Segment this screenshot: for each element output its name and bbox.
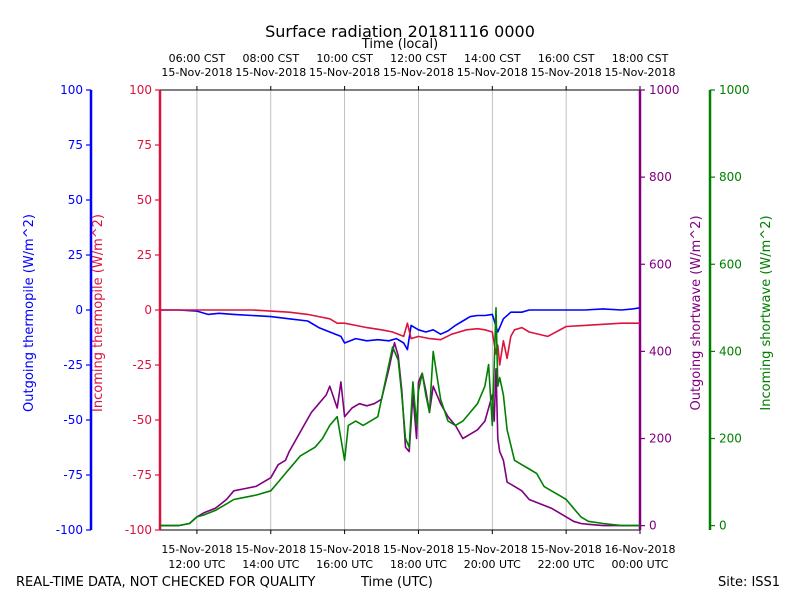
out_thermo-tick-label: 0	[75, 303, 83, 317]
x-axis-label: Time (UTC)	[361, 575, 433, 590]
bottom-tick-label: 16:00 UTC	[316, 558, 373, 571]
top-tick-label: 08:00 CST	[242, 52, 299, 65]
in_thermo-tick-label: -100	[125, 523, 152, 537]
in_sw-tick-label: 600	[719, 257, 742, 271]
top-tick-label: 12:00 CST	[390, 52, 447, 65]
top-axis-label: Time (local)	[361, 37, 438, 52]
out_sw-tick-label: 600	[649, 257, 672, 271]
top-tick-label: 15-Nov-2018	[235, 66, 306, 79]
out_sw-tick-label: 1000	[649, 83, 680, 97]
bottom-tick-label: 18:00 UTC	[390, 558, 447, 571]
top-tick-label: 14:00 CST	[464, 52, 521, 65]
in_thermo-tick-label: -75	[132, 468, 152, 482]
chart-title: Surface radiation 20181116 0000	[265, 22, 535, 41]
in_thermo-tick-label: 75	[137, 138, 152, 152]
bottom-tick-label: 15-Nov-2018	[235, 543, 306, 556]
in_sw-tick-label: 800	[719, 170, 742, 184]
in_sw-tick-label: 200	[719, 432, 742, 446]
bottom-tick-label: 12:00 UTC	[168, 558, 225, 571]
in_sw-tick-label: 1000	[719, 83, 750, 97]
in_sw-tick-label: 0	[719, 519, 727, 533]
bottom-tick-label: 15-Nov-2018	[457, 543, 528, 556]
out_thermo-axis-title: Outgoing thermopile (W/m^2)	[22, 214, 37, 412]
bottom-tick-label: 15-Nov-2018	[531, 543, 602, 556]
bottom-tick-label: 20:00 UTC	[464, 558, 521, 571]
out_sw-tick-label: 400	[649, 344, 672, 358]
top-tick-label: 18:00 CST	[612, 52, 669, 65]
out_thermo-tick-label: -50	[63, 413, 83, 427]
in_thermo-tick-label: 25	[137, 248, 152, 262]
in_thermo-tick-label: 0	[144, 303, 152, 317]
top-tick-label: 15-Nov-2018	[161, 66, 232, 79]
top-tick-label: 15-Nov-2018	[383, 66, 454, 79]
out_thermo-tick-label: 25	[68, 248, 83, 262]
out_sw-tick-label: 0	[649, 519, 657, 533]
top-tick-label: 16:00 CST	[538, 52, 595, 65]
out_sw-tick-label: 200	[649, 432, 672, 446]
bottom-tick-label: 22:00 UTC	[538, 558, 595, 571]
series-outgoing-thermopile	[160, 307, 641, 351]
bottom-tick-label: 15-Nov-2018	[161, 543, 232, 556]
bottom-tick-label: 15-Nov-2018	[383, 543, 454, 556]
in_thermo-tick-label: 100	[129, 83, 152, 97]
top-tick-label: 06:00 CST	[169, 52, 226, 65]
in_thermo-tick-label: -25	[132, 358, 152, 372]
in_thermo-axis-title: Incoming thermopile (W/m^2)	[91, 214, 106, 412]
out_thermo-tick-label: -75	[63, 468, 83, 482]
bottom-tick-label: 16-Nov-2018	[604, 543, 675, 556]
out_sw-axis-title: Outgoing shortwave (W/m^2)	[689, 215, 704, 410]
in_thermo-tick-label: -50	[132, 413, 152, 427]
top-tick-label: 15-Nov-2018	[531, 66, 602, 79]
in_thermo-tick-label: 50	[137, 193, 152, 207]
bottom-tick-label: 14:00 UTC	[242, 558, 299, 571]
out_thermo-tick-label: 100	[60, 83, 83, 97]
out_sw-tick-label: 800	[649, 170, 672, 184]
in_sw-axis-title: Incoming shortwave (W/m^2)	[759, 215, 774, 410]
out_thermo-tick-label: 50	[68, 193, 83, 207]
top-tick-label: 10:00 CST	[316, 52, 373, 65]
series-incoming-shortwave	[160, 306, 640, 527]
in_sw-tick-label: 400	[719, 344, 742, 358]
out_thermo-tick-label: -25	[63, 358, 83, 372]
top-tick-label: 15-Nov-2018	[457, 66, 528, 79]
quality-disclaimer: REAL-TIME DATA, NOT CHECKED FOR QUALITY	[16, 575, 316, 590]
out_thermo-tick-label: 75	[68, 138, 83, 152]
series-incoming-thermopile	[160, 309, 640, 366]
top-tick-label: 15-Nov-2018	[309, 66, 380, 79]
site-label: Site: ISS1	[718, 575, 781, 590]
bottom-tick-label: 15-Nov-2018	[309, 543, 380, 556]
out_thermo-tick-label: -100	[56, 523, 83, 537]
bottom-tick-label: 00:00 UTC	[611, 558, 668, 571]
top-tick-label: 15-Nov-2018	[604, 66, 675, 79]
